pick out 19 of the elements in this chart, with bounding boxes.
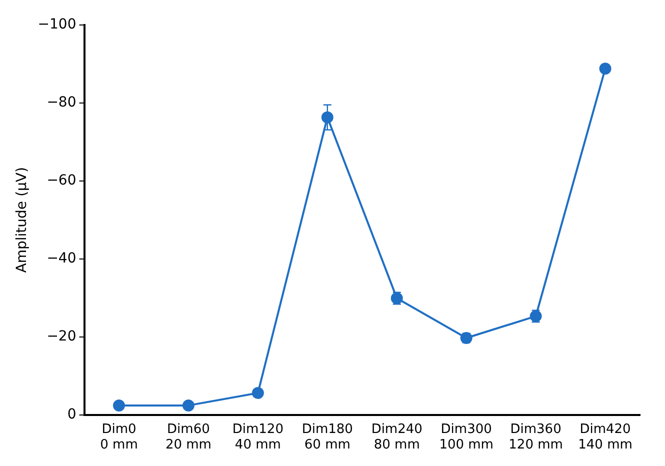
y-tick-label: −100 [38, 16, 76, 33]
x-tick-label: Dim60 20 mm [165, 422, 212, 453]
y-tick-label: −60 [46, 172, 76, 189]
y-tick-label: −20 [46, 328, 76, 344]
x-tick-label: Dim0 0 mm [100, 422, 138, 453]
x-tick-label: Dim300 100 mm [439, 422, 494, 453]
y-tick-label: −80 [46, 94, 76, 111]
x-tick-label: Dim120 40 mm [232, 422, 284, 453]
x-tick-label: Dim360 120 mm [508, 422, 563, 453]
point [321, 111, 334, 124]
y-axis-title: Amplitude (µV) [14, 167, 30, 273]
x-tick-label: Dim420 140 mm [578, 422, 632, 453]
point [599, 62, 612, 75]
point [112, 399, 125, 412]
point [182, 399, 194, 412]
x-tick-label: Dim180 60 mm [302, 422, 353, 453]
y-tick-label: −40 [46, 250, 76, 267]
y-tick-label: 0 [67, 406, 76, 422]
x-tick-label: Dim240 80 mm [371, 422, 422, 453]
